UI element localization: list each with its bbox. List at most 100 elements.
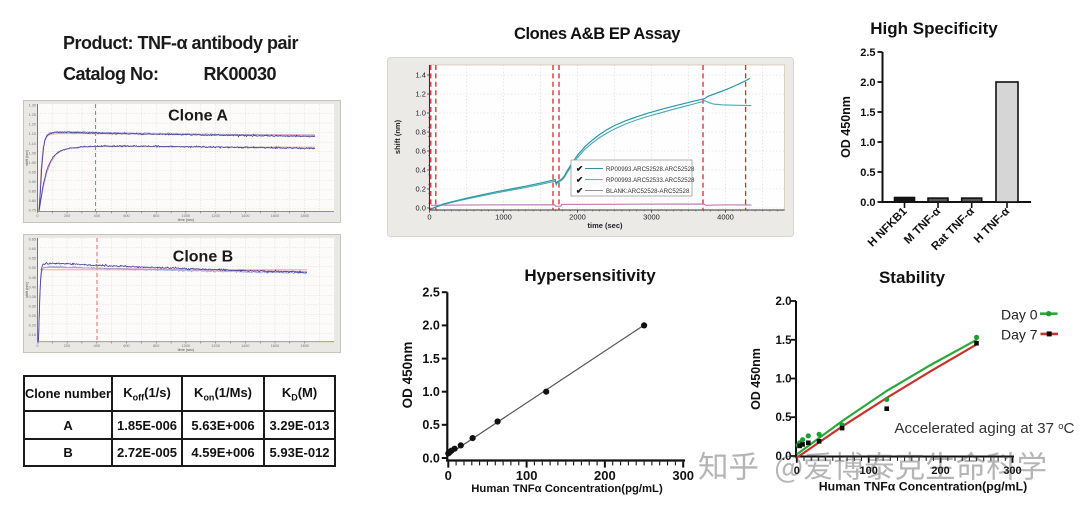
svg-text:2000: 2000 xyxy=(569,213,586,222)
svg-text:0: 0 xyxy=(445,468,452,483)
svg-text:H NFKB1: H NFKB1 xyxy=(866,205,910,249)
svg-text:1.30: 1.30 xyxy=(29,104,36,108)
svg-text:0.8: 0.8 xyxy=(415,128,425,137)
svg-text:H TNF-α: H TNF-α xyxy=(972,206,1012,246)
svg-text:1.00: 1.00 xyxy=(29,161,36,165)
svg-text:Clone B: Clone B xyxy=(173,249,233,266)
svg-text:0.40: 0.40 xyxy=(29,285,36,289)
svg-text:0.0: 0.0 xyxy=(422,451,439,465)
svg-text:1200: 1200 xyxy=(211,214,219,218)
svg-text:0.15: 0.15 xyxy=(29,333,36,337)
svg-text:100: 100 xyxy=(860,465,878,477)
svg-text:0.35: 0.35 xyxy=(29,295,36,299)
svg-text:1800: 1800 xyxy=(300,214,308,218)
svg-text:1.0: 1.0 xyxy=(860,137,875,149)
svg-text:0.4: 0.4 xyxy=(415,166,425,175)
svg-text:Day 0: Day 0 xyxy=(1001,307,1038,323)
svg-text:2.0: 2.0 xyxy=(860,77,875,89)
svg-text:200: 200 xyxy=(64,344,70,348)
svg-text:0: 0 xyxy=(427,213,431,222)
svg-text:✔: ✔ xyxy=(576,175,583,185)
svg-text:✔: ✔ xyxy=(576,164,583,174)
svg-text:shift (nm): shift (nm) xyxy=(25,149,29,166)
svg-text:Human TNFα Concentration(pg/mL: Human TNFα Concentration(pg/mL) xyxy=(471,483,663,495)
svg-text:0.65: 0.65 xyxy=(29,238,36,242)
svg-text:0.90: 0.90 xyxy=(29,180,36,184)
svg-text:1400: 1400 xyxy=(241,214,249,218)
svg-text:0: 0 xyxy=(36,344,38,348)
svg-text:OD 450nm: OD 450nm xyxy=(400,342,415,409)
svg-text:1.10: 1.10 xyxy=(29,142,36,146)
svg-text:0: 0 xyxy=(36,214,38,218)
svg-text:0.20: 0.20 xyxy=(29,324,36,328)
svg-text:Accelerated aging at 37 oC: Accelerated aging at 37 oC xyxy=(894,420,1074,437)
svg-text:Clone A: Clone A xyxy=(168,108,228,125)
svg-text:800: 800 xyxy=(153,344,159,348)
svg-text:400: 400 xyxy=(94,344,100,348)
svg-text:1000: 1000 xyxy=(182,344,190,348)
svg-text:1.0: 1.0 xyxy=(415,109,425,118)
svg-text:1800: 1800 xyxy=(300,344,308,348)
svg-text:0.5: 0.5 xyxy=(776,412,793,424)
svg-text:0.5: 0.5 xyxy=(422,418,439,432)
svg-text:2.0: 2.0 xyxy=(422,319,439,333)
svg-text:0.60: 0.60 xyxy=(29,247,36,251)
svg-text:1.5: 1.5 xyxy=(776,335,793,347)
svg-text:0.25: 0.25 xyxy=(29,314,36,318)
svg-text:300: 300 xyxy=(672,468,694,483)
svg-text:0: 0 xyxy=(794,465,800,477)
svg-text:2.5: 2.5 xyxy=(860,47,875,59)
svg-text:1.0: 1.0 xyxy=(422,385,439,399)
svg-text:0.50: 0.50 xyxy=(29,266,36,270)
svg-text:0.85: 0.85 xyxy=(29,190,36,194)
svg-text:0.0: 0.0 xyxy=(860,197,875,209)
svg-text:600: 600 xyxy=(123,344,129,348)
svg-text:OD 450nm: OD 450nm xyxy=(749,348,763,410)
svg-text:1.5: 1.5 xyxy=(422,352,439,366)
svg-text:time (sec): time (sec) xyxy=(178,218,195,222)
svg-text:200: 200 xyxy=(931,465,949,477)
svg-text:400: 400 xyxy=(94,214,100,218)
svg-text:1.15: 1.15 xyxy=(29,132,36,136)
svg-text:0.30: 0.30 xyxy=(29,305,36,309)
svg-text:3000: 3000 xyxy=(643,213,660,222)
svg-text:800: 800 xyxy=(153,214,159,218)
svg-text:1600: 1600 xyxy=(271,344,279,348)
svg-text:0.5: 0.5 xyxy=(860,167,875,179)
svg-text:4000: 4000 xyxy=(717,213,734,222)
svg-text:BLANK:ARC52528-ARC52528: BLANK:ARC52528-ARC52528 xyxy=(606,188,690,195)
svg-text:1.20: 1.20 xyxy=(29,123,36,127)
svg-text:100: 100 xyxy=(516,468,538,483)
svg-text:600: 600 xyxy=(123,214,129,218)
svg-text:0.6: 0.6 xyxy=(415,147,425,156)
svg-text:2.0: 2.0 xyxy=(776,296,792,308)
svg-text:0.2: 0.2 xyxy=(415,185,425,194)
svg-text:1.0: 1.0 xyxy=(776,374,792,386)
svg-text:200: 200 xyxy=(594,468,616,483)
svg-text:1200: 1200 xyxy=(211,344,219,348)
svg-text:1000: 1000 xyxy=(495,213,512,222)
svg-text:2.5: 2.5 xyxy=(422,286,439,300)
svg-text:time (sec): time (sec) xyxy=(587,221,623,230)
svg-text:shift (nm): shift (nm) xyxy=(25,281,29,298)
svg-text:1600: 1600 xyxy=(271,214,279,218)
svg-text:1.4: 1.4 xyxy=(415,71,425,80)
svg-text:time (sec): time (sec) xyxy=(178,348,195,352)
svg-text:0.75: 0.75 xyxy=(29,209,36,213)
svg-text:200: 200 xyxy=(64,214,70,218)
svg-text:Human TNFα Concentration(pg/mL: Human TNFα Concentration(pg/mL) xyxy=(819,480,1027,494)
svg-text:0.80: 0.80 xyxy=(29,199,36,203)
svg-text:0.45: 0.45 xyxy=(29,276,36,280)
svg-text:✔: ✔ xyxy=(576,186,583,196)
svg-text:shift (nm): shift (nm) xyxy=(393,119,402,154)
svg-text:1.05: 1.05 xyxy=(29,151,36,155)
svg-text:1400: 1400 xyxy=(241,344,249,348)
svg-text:OD 450nm: OD 450nm xyxy=(839,96,853,158)
svg-text:High Specificity: High Specificity xyxy=(870,19,998,38)
svg-text:1.5: 1.5 xyxy=(860,107,875,119)
svg-text:Hypersensitivity: Hypersensitivity xyxy=(524,266,656,285)
svg-text:1.2: 1.2 xyxy=(415,90,425,99)
svg-text:1.25: 1.25 xyxy=(29,113,36,117)
svg-text:1000: 1000 xyxy=(182,214,190,218)
svg-text:Day 7: Day 7 xyxy=(1001,327,1038,343)
